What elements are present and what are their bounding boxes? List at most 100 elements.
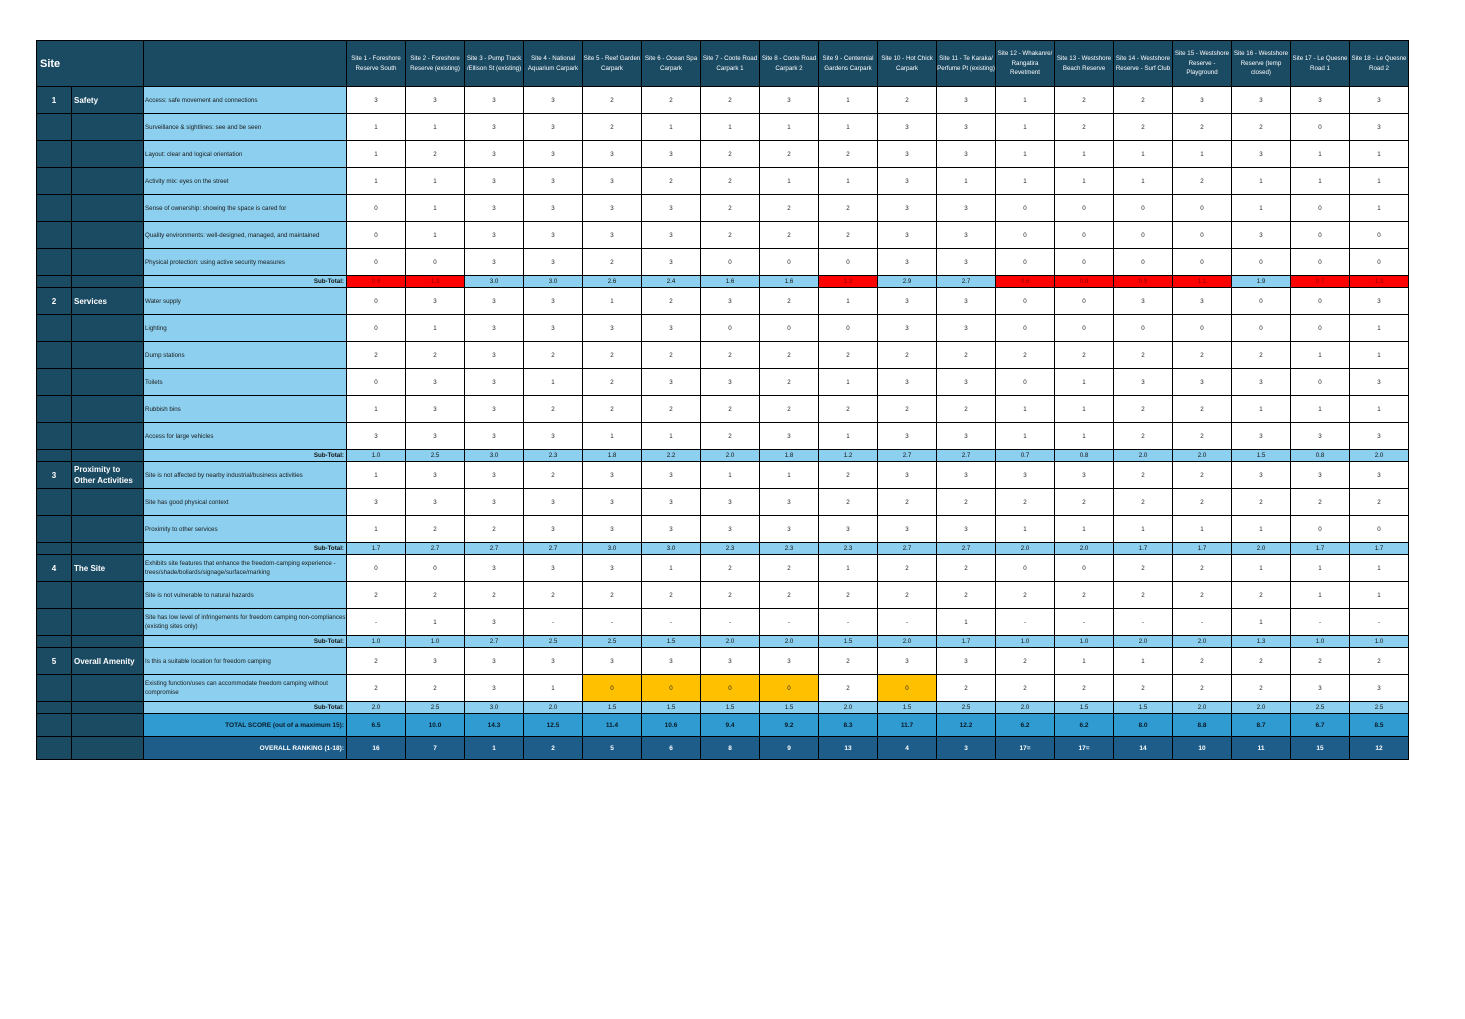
score-cell: 1 xyxy=(818,287,878,315)
score-cell: 3 xyxy=(582,167,642,195)
overall-ranking-cell: 3 xyxy=(936,736,996,760)
score-cell: 2 xyxy=(641,86,701,114)
overall-ranking-cell: 8 xyxy=(700,736,760,760)
score-cell: 3 xyxy=(523,554,583,582)
score-cell: 3 xyxy=(464,287,524,315)
score-cell: 3 xyxy=(1231,422,1291,450)
score-cell: 1 xyxy=(405,221,465,249)
subtotal-cell: 2.0 xyxy=(1113,635,1173,648)
subtotal-cell: 2.0 xyxy=(759,635,819,648)
score-cell: 1 xyxy=(1290,581,1350,609)
subtotal-cell: 2.6 xyxy=(582,275,642,288)
score-cell: 3 xyxy=(582,515,642,543)
score-cell: 2 xyxy=(877,86,937,114)
score-cell: 0 xyxy=(1172,248,1232,276)
total-score-cell: 8.5 xyxy=(1349,713,1409,737)
total-score-cell: 9.4 xyxy=(700,713,760,737)
score-cell: 3 xyxy=(818,515,878,543)
score-cell: 1 xyxy=(346,113,406,141)
score-cell: 2 xyxy=(1054,674,1114,702)
score-cell: 3 xyxy=(523,647,583,675)
score-cell: 3 xyxy=(464,140,524,168)
total-score-cell: 6.2 xyxy=(1054,713,1114,737)
score-cell: 3 xyxy=(641,515,701,543)
subtotal-cell: 1.7 xyxy=(1349,542,1409,555)
score-cell: 3 xyxy=(641,140,701,168)
score-cell: 2 xyxy=(818,461,878,489)
score-cell: 3 xyxy=(759,86,819,114)
score-cell: 3 xyxy=(759,488,819,516)
section-number-blank xyxy=(36,422,72,450)
score-cell: 2 xyxy=(1231,581,1291,609)
score-cell: 3 xyxy=(1172,287,1232,315)
criteria-label: Activity mix: eyes on the street xyxy=(143,167,347,195)
section-name-blank xyxy=(71,674,144,702)
criteria-row: Sense of ownership: showing the space is… xyxy=(36,194,1409,222)
score-cell: 3 xyxy=(877,515,937,543)
score-cell: 2 xyxy=(1349,647,1409,675)
section-name-blank xyxy=(71,167,144,195)
score-cell: 2 xyxy=(877,395,937,423)
overall-ranking-cell: 4 xyxy=(877,736,937,760)
score-cell: 1 xyxy=(818,422,878,450)
subtotal-label: Sub-Total: xyxy=(143,701,347,714)
score-cell: 3 xyxy=(464,554,524,582)
score-cell: 2 xyxy=(759,194,819,222)
criteria-label: Site has low level of infringements for … xyxy=(143,608,347,636)
score-cell: 1 xyxy=(818,368,878,396)
section-name-blank xyxy=(71,341,144,369)
score-cell: 1 xyxy=(1290,167,1350,195)
subtotal-cell: 2.0 xyxy=(700,449,760,462)
score-cell: 2 xyxy=(700,554,760,582)
score-cell: 3 xyxy=(405,488,465,516)
score-cell: 3 xyxy=(700,287,760,315)
subtotal-cell: 0.6 xyxy=(995,275,1055,288)
score-cell: 3 xyxy=(700,515,760,543)
score-cell: 2 xyxy=(346,674,406,702)
score-cell: 3 xyxy=(523,113,583,141)
score-cell: 3 xyxy=(759,647,819,675)
score-cell: - xyxy=(582,608,642,636)
score-cell: 3 xyxy=(877,287,937,315)
subtotal-blank xyxy=(71,701,144,714)
score-cell: 2 xyxy=(1290,488,1350,516)
score-cell: 1 xyxy=(1054,395,1114,423)
score-cell: 2 xyxy=(936,554,996,582)
score-cell: 3 xyxy=(464,113,524,141)
subtotal-cell: 2.0 xyxy=(700,635,760,648)
subtotal-cell: 1.7 xyxy=(346,542,406,555)
criteria-row: Site is not vulnerable to natural hazard… xyxy=(36,581,1409,609)
ranking-blank xyxy=(71,736,144,760)
site-column-header: Site 6 - Ocean Spa Carpark xyxy=(641,40,701,87)
score-cell: 0 xyxy=(995,194,1055,222)
score-cell: - xyxy=(1054,608,1114,636)
subtotal-cell: 1.8 xyxy=(582,449,642,462)
section-number-blank xyxy=(36,194,72,222)
subtotal-row: Sub-Total: 0.9 1.3 3.0 3.0 2.6 2.4 1.6 1.6 1.3 2.9… xyxy=(36,275,1409,288)
score-cell: 3 xyxy=(346,488,406,516)
score-cell: 3 xyxy=(877,167,937,195)
subtotal-blank xyxy=(71,635,144,648)
score-cell: 3 xyxy=(405,422,465,450)
site-column-header: Site 2 - Foreshore Reserve (existing) xyxy=(405,40,465,87)
overall-ranking-cell: 14 xyxy=(1113,736,1173,760)
score-cell: 2 xyxy=(818,221,878,249)
subtotal-cell: 1.0 xyxy=(405,635,465,648)
score-cell: 0 xyxy=(1054,194,1114,222)
subtotal-blank xyxy=(36,542,72,555)
score-cell: 3 xyxy=(582,461,642,489)
total-blank xyxy=(36,713,72,737)
score-cell: 1 xyxy=(1349,140,1409,168)
score-cell: 0 xyxy=(995,287,1055,315)
score-cell: 1 xyxy=(1290,554,1350,582)
score-cell: 2 xyxy=(759,368,819,396)
score-cell: 2 xyxy=(1172,167,1232,195)
score-cell: 2 xyxy=(641,167,701,195)
subtotal-cell: 0.7 xyxy=(995,449,1055,462)
score-cell: 1 xyxy=(1054,140,1114,168)
score-cell: 1 xyxy=(995,113,1055,141)
score-cell: 0 xyxy=(818,314,878,342)
score-cell: 3 xyxy=(523,86,583,114)
score-cell: 1 xyxy=(995,422,1055,450)
score-cell: 0 xyxy=(346,221,406,249)
